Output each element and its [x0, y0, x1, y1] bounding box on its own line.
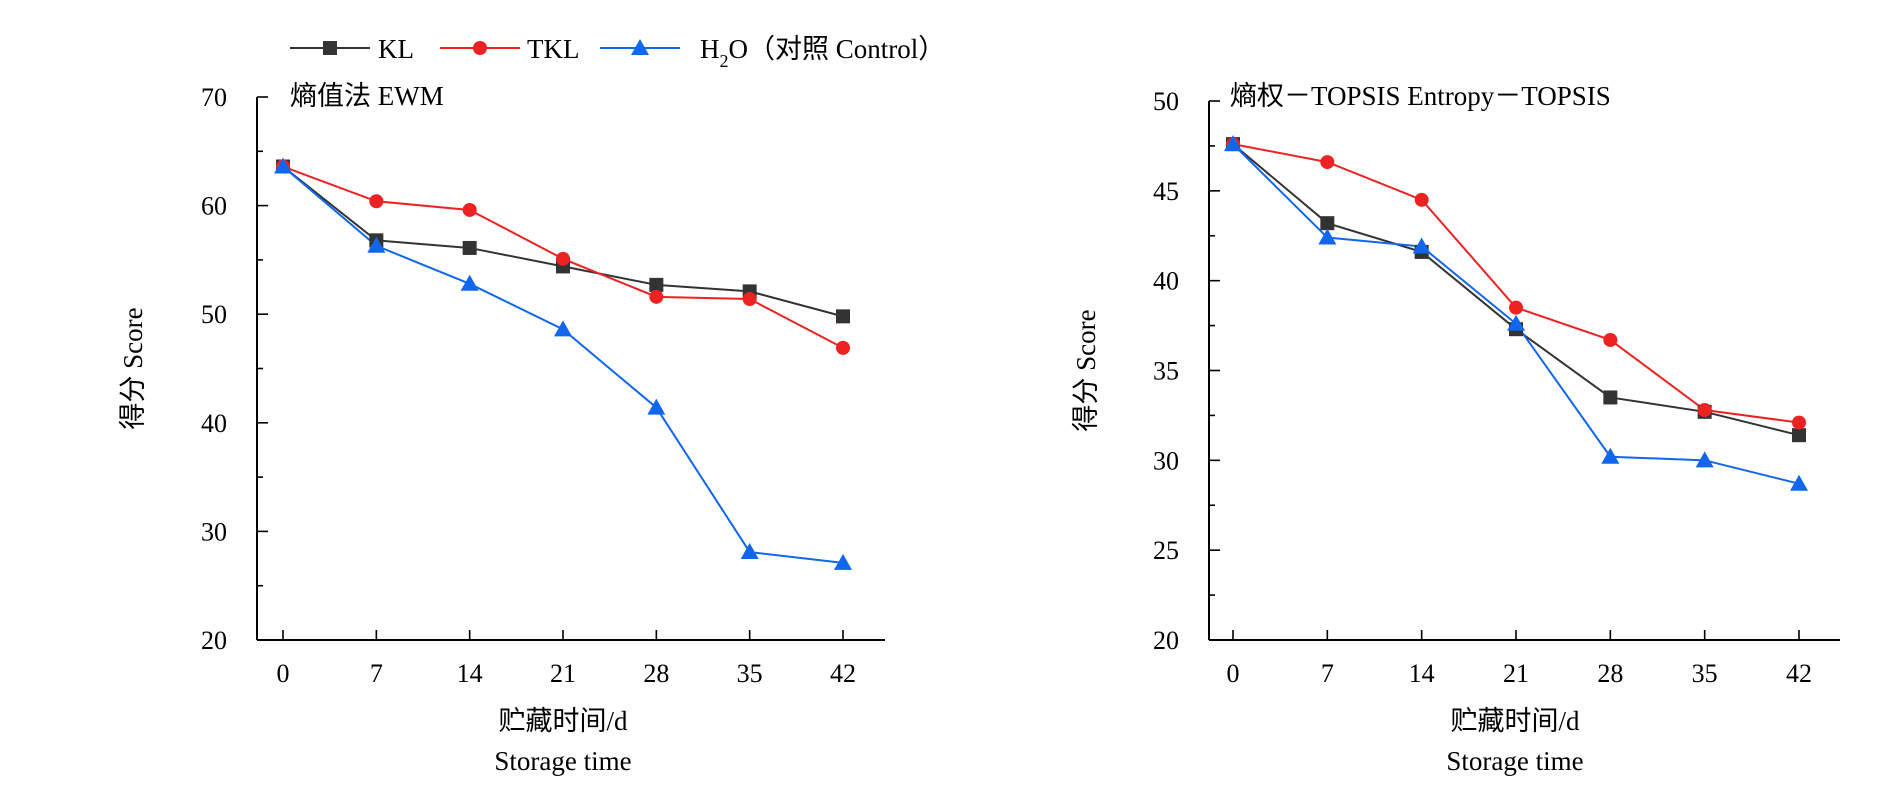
y-tick-label: 25	[1153, 536, 1179, 565]
data-point-h2o	[740, 543, 759, 560]
y-tick-label: 50	[1153, 87, 1179, 116]
data-point-tkl	[1603, 332, 1618, 347]
legend-label-rest: O（对照 Control）	[729, 34, 946, 64]
legend-label-sub: 2	[720, 51, 729, 71]
data-point-tkl	[1792, 415, 1806, 430]
data-point-h2o	[834, 553, 852, 570]
data-point-kl	[1320, 216, 1335, 231]
x-tick-label: 0	[277, 659, 290, 688]
x-axis-label-en: Storage time	[494, 746, 631, 776]
x-axis-label: 贮藏时间/d	[498, 706, 628, 736]
panel-title: 熵值法 EWM	[290, 81, 444, 111]
x-tick-label: 28	[643, 659, 669, 688]
data-point-kl	[1603, 390, 1618, 405]
data-point-h2o	[1318, 228, 1337, 245]
y-tick-label: 40	[1153, 267, 1179, 296]
series-line-tkl	[1232, 143, 1800, 424]
y-tick-label: 70	[201, 83, 227, 112]
x-tick-label: 21	[1503, 659, 1529, 688]
x-tick-label: 7	[1321, 659, 1334, 688]
data-point-h2o	[554, 320, 572, 337]
data-point-tkl	[1509, 300, 1523, 315]
x-tick-label: 42	[830, 659, 856, 688]
y-axis-label: 得分 Score	[118, 307, 148, 429]
panel-title: 熵权－TOPSIS Entropy－TOPSIS	[1230, 81, 1611, 111]
x-axis-label: 贮藏时间/d	[1450, 706, 1580, 736]
data-point-tkl	[369, 194, 384, 209]
y-axis-label: 得分 Score	[1071, 309, 1101, 431]
panel-entropy-topsis: 20 25 30 35 40 45 50 0 7 14 21 28 35 42 熵权－TOPSIS Entr…	[1071, 81, 1840, 776]
x-tick-label: 14	[457, 659, 483, 688]
x-tick-label: 28	[1597, 659, 1623, 688]
x-tick-label: 21	[550, 659, 576, 688]
panel-ewm: 20 30 40 50 60 70 0 7 14 21 28 35 42 熵值法 EWM 得分 Score 贮…	[118, 81, 885, 776]
y-tick-label: 30	[1153, 446, 1179, 475]
data-point-h2o	[274, 157, 292, 174]
series-line-kl	[1232, 143, 1800, 437]
series-line-h2o	[282, 165, 844, 564]
series-line-kl	[282, 165, 844, 318]
data-point-kl	[836, 309, 850, 324]
x-axis-label-en: Storage time	[1446, 746, 1583, 776]
x-tick-label: 35	[737, 659, 763, 688]
data-point-kl	[462, 240, 477, 255]
legend-label-kl: KL	[378, 34, 414, 64]
legend-marker-tkl	[473, 41, 487, 55]
y-tick-label: 35	[1153, 357, 1179, 386]
data-point-tkl	[462, 202, 477, 217]
y-tick-label: 60	[201, 192, 227, 221]
data-point-tkl	[1320, 155, 1335, 170]
x-tick-label: 35	[1692, 659, 1718, 688]
data-point-kl	[649, 277, 664, 292]
data-point-h2o	[367, 236, 386, 253]
legend-marker-kl	[323, 41, 337, 55]
data-point-h2o	[647, 398, 666, 415]
y-tick-label: 45	[1153, 177, 1179, 206]
data-point-h2o	[1790, 474, 1808, 491]
legend-label-tkl: TKL	[527, 34, 579, 64]
y-tick-label: 20	[201, 626, 227, 655]
x-tick-label: 42	[1786, 659, 1812, 688]
data-point-tkl	[556, 251, 570, 266]
data-point-h2o	[1507, 314, 1525, 331]
legend-marker-h2o	[631, 39, 649, 55]
x-tick-label: 0	[1227, 659, 1240, 688]
legend-label-h2o: H2O（对照 Control）	[700, 34, 945, 71]
x-tick-label: 14	[1409, 659, 1435, 688]
data-point-h2o	[460, 274, 479, 291]
y-tick-label: 50	[201, 300, 227, 329]
x-tick-label: 7	[370, 659, 383, 688]
data-point-tkl	[742, 291, 757, 306]
legend-label-h: H	[700, 34, 720, 64]
y-tick-label: 30	[201, 517, 227, 546]
y-tick-label: 20	[1153, 626, 1179, 655]
data-point-h2o	[1412, 237, 1431, 254]
data-point-tkl	[836, 340, 850, 355]
legend: KL TKL H2O（对照 Control）	[290, 34, 945, 71]
data-point-h2o	[1695, 451, 1714, 468]
data-point-h2o	[1224, 135, 1242, 152]
data-point-tkl	[1697, 403, 1712, 418]
data-point-tkl	[649, 289, 664, 304]
data-point-kl	[1792, 428, 1806, 443]
data-point-h2o	[1601, 447, 1620, 464]
y-tick-label: 40	[201, 409, 227, 438]
data-point-tkl	[1414, 192, 1429, 207]
